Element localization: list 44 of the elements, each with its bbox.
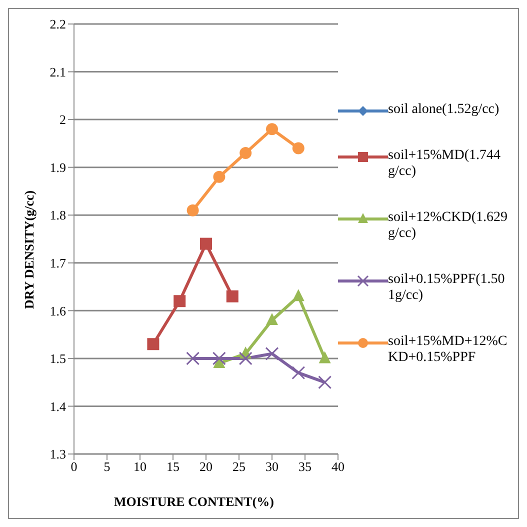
legend-label: soil+12%CKD(1.629g/cc): [388, 210, 508, 242]
point: [200, 238, 212, 250]
point: [186, 204, 199, 216]
point: [265, 346, 279, 360]
legend-label: soil alone(1.52g/cc): [388, 102, 500, 118]
legend-label: soil+15%MD+12%CKD+0.15%PPF: [388, 334, 508, 366]
x-tick-label: 10: [134, 459, 146, 474]
y-axis-title: DRY DENSITY(g/cc): [22, 190, 37, 309]
point: [240, 147, 252, 159]
point: [318, 351, 331, 364]
y-tick-label: 2.2: [50, 16, 66, 32]
y-tick-label: 1.3: [50, 446, 66, 462]
x-tick-label: 5: [104, 459, 110, 474]
point: [174, 295, 186, 308]
x-tick-label: 0: [70, 459, 78, 474]
point: [318, 376, 332, 390]
x-axis-title: MOISTURE CONTENT(%): [114, 494, 274, 510]
x-tick-label: 40: [332, 459, 344, 474]
point: [292, 142, 304, 154]
legend-label: soil+15%MD(1.744g/cc): [388, 148, 502, 180]
point: [292, 366, 306, 380]
y-tick-label: 1.6: [50, 303, 66, 318]
y-tick-label: 1.5: [50, 351, 66, 366]
y-tick-label: 1.4: [50, 398, 66, 414]
point: [238, 352, 252, 366]
y-tick-label: 1.7: [50, 256, 66, 271]
y-tick-label: 1.9: [50, 160, 66, 175]
x-tick-label: 30: [266, 459, 278, 474]
x-tick-label: 35: [298, 459, 312, 474]
x-tick-label: 15: [166, 459, 180, 474]
point: [212, 352, 226, 366]
point: [292, 289, 304, 302]
y-tick-label: 1.8: [50, 208, 66, 223]
y-tick-label: 2: [60, 112, 66, 128]
point: [226, 290, 238, 302]
y-tick-label: 2.1: [50, 64, 66, 80]
point: [266, 313, 278, 326]
point: [266, 123, 278, 136]
point: [186, 352, 200, 366]
legend-label: soil+0.15%PPF(1.501g/cc): [388, 272, 506, 304]
x-tick-label: 20: [200, 459, 212, 474]
point: [213, 170, 226, 183]
x-tick-label: 25: [232, 459, 246, 474]
point: [147, 338, 160, 350]
